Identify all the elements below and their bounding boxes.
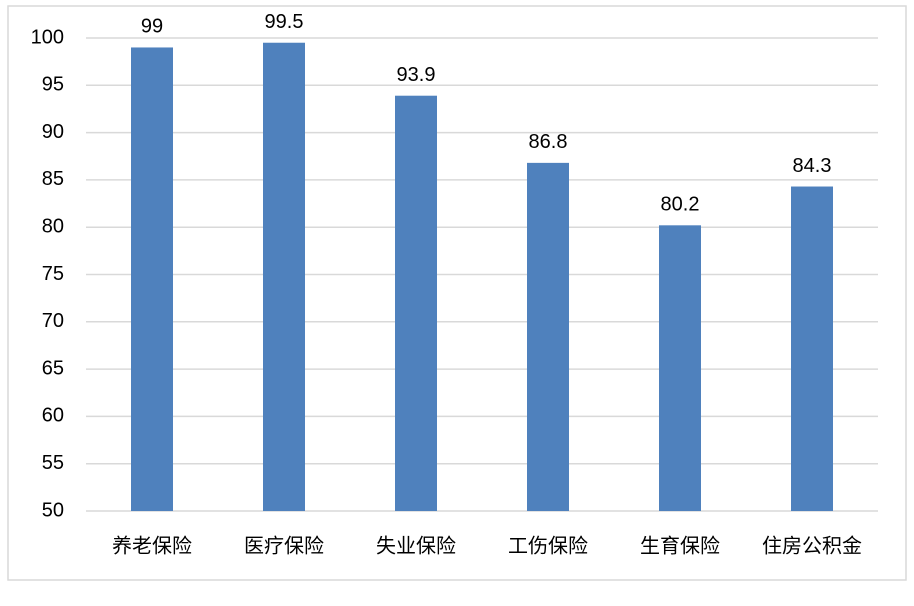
x-tick-label: 失业保险 bbox=[376, 534, 456, 557]
x-tick-label: 工伤保险 bbox=[508, 534, 588, 557]
bar bbox=[263, 42, 305, 511]
data-label: 86.8 bbox=[529, 131, 568, 153]
y-tick-label: 100 bbox=[31, 26, 64, 48]
bar bbox=[131, 47, 173, 512]
data-label: 80.2 bbox=[661, 194, 700, 216]
y-tick-label: 85 bbox=[42, 168, 64, 190]
y-tick-label: 60 bbox=[42, 405, 64, 427]
data-label: 99 bbox=[141, 16, 163, 38]
bar bbox=[659, 225, 701, 512]
y-tick-label: 80 bbox=[42, 215, 64, 237]
x-tick-label: 生育保险 bbox=[640, 534, 720, 557]
y-tick-label: 90 bbox=[42, 121, 64, 143]
y-tick-label: 75 bbox=[42, 263, 64, 285]
y-tick-label: 55 bbox=[42, 452, 64, 474]
x-tick-label: 医疗保险 bbox=[244, 534, 324, 557]
bar bbox=[791, 186, 833, 511]
x-tick-label: 住房公积金 bbox=[762, 534, 862, 557]
x-tick-label: 养老保险 bbox=[112, 534, 192, 557]
y-tick-label: 65 bbox=[42, 357, 64, 379]
y-tick-label: 95 bbox=[42, 74, 64, 96]
y-tick-label: 50 bbox=[42, 499, 64, 521]
y-tick-label: 70 bbox=[42, 310, 64, 332]
data-label: 84.3 bbox=[793, 155, 832, 177]
bar bbox=[395, 95, 437, 512]
data-label: 99.5 bbox=[265, 11, 304, 33]
bar bbox=[527, 162, 569, 511]
data-label: 93.9 bbox=[397, 64, 436, 86]
